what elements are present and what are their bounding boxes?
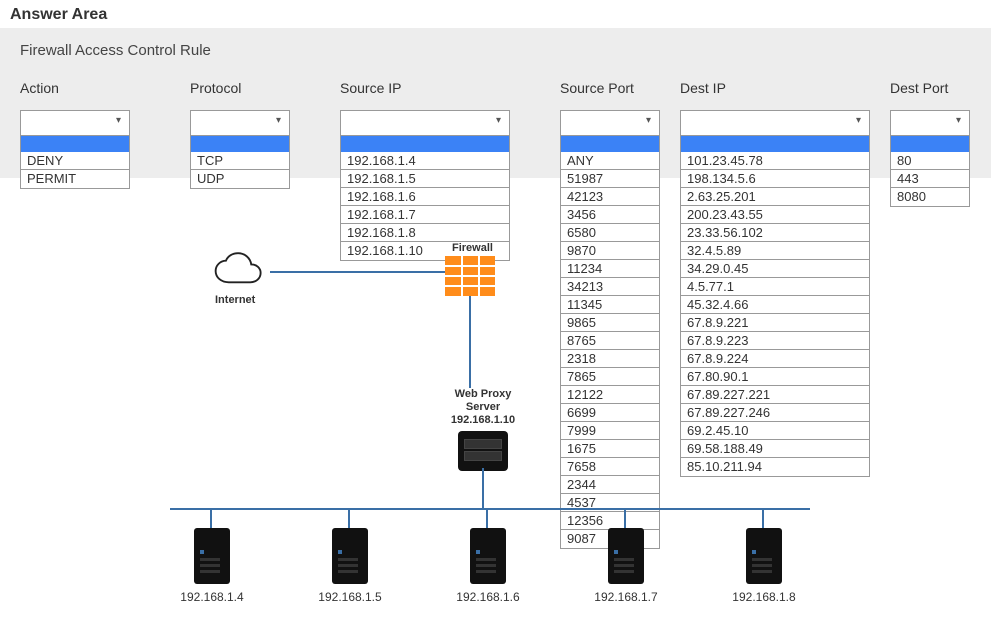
label-dest-ip: Dest IP bbox=[680, 80, 870, 100]
network-diagram: Internet Firewall Web Proxy Server 192.1… bbox=[0, 178, 991, 628]
dropdown-option[interactable]: 80 bbox=[891, 152, 969, 170]
label-source-ip: Source IP bbox=[340, 80, 510, 100]
host-1: 192.168.1.4 bbox=[180, 528, 244, 604]
link-cloud-firewall bbox=[270, 271, 445, 273]
select-action[interactable] bbox=[20, 110, 130, 136]
select-dest-port[interactable] bbox=[890, 110, 970, 136]
host-5: 192.168.1.8 bbox=[732, 528, 796, 604]
panel-title: Firewall Access Control Rule bbox=[20, 42, 971, 59]
firewall-label: Firewall bbox=[452, 242, 493, 254]
option-highlight bbox=[561, 136, 659, 152]
column-protocol: Protocol TCPUDP bbox=[190, 80, 290, 189]
dropdown-option[interactable]: DENY bbox=[21, 152, 129, 170]
tower-icon bbox=[194, 528, 230, 584]
dropdown-option[interactable]: 101.23.45.78 bbox=[681, 152, 869, 170]
bus-line bbox=[170, 508, 810, 510]
dropdown-option[interactable]: 192.168.1.4 bbox=[341, 152, 509, 170]
drop-3 bbox=[486, 508, 488, 528]
select-protocol[interactable] bbox=[190, 110, 290, 136]
link-proxy-bus bbox=[482, 468, 484, 508]
column-action: Action DENYPERMIT bbox=[20, 80, 130, 189]
firewall-icon bbox=[445, 256, 495, 296]
dropdown-option[interactable]: TCP bbox=[191, 152, 289, 170]
drop-4 bbox=[624, 508, 626, 528]
tower-icon bbox=[746, 528, 782, 584]
drop-2 bbox=[348, 508, 350, 528]
label-protocol: Protocol bbox=[190, 80, 290, 100]
label-action: Action bbox=[20, 80, 130, 100]
drop-1 bbox=[210, 508, 212, 528]
link-firewall-proxy bbox=[469, 296, 471, 388]
host-ip: 192.168.1.6 bbox=[456, 590, 520, 604]
internet-label: Internet bbox=[215, 294, 255, 306]
host-4: 192.168.1.7 bbox=[594, 528, 658, 604]
tower-icon bbox=[608, 528, 644, 584]
option-highlight bbox=[341, 136, 509, 152]
option-highlight bbox=[191, 136, 289, 152]
dropdown-option[interactable]: ANY bbox=[561, 152, 659, 170]
select-source-port[interactable] bbox=[560, 110, 660, 136]
select-dest-ip[interactable] bbox=[680, 110, 870, 136]
host-ip: 192.168.1.7 bbox=[594, 590, 658, 604]
label-dest-port: Dest Port bbox=[890, 80, 970, 100]
option-highlight bbox=[891, 136, 969, 152]
proxy-ip: 192.168.1.10 bbox=[438, 414, 528, 427]
server-icon bbox=[458, 431, 508, 471]
page-title: Answer Area bbox=[0, 0, 991, 28]
proxy-name: Web Proxy Server bbox=[438, 388, 528, 414]
host-2: 192.168.1.5 bbox=[318, 528, 382, 604]
cloud-icon bbox=[210, 252, 270, 290]
host-ip: 192.168.1.8 bbox=[732, 590, 796, 604]
host-ip: 192.168.1.5 bbox=[318, 590, 382, 604]
label-source-port: Source Port bbox=[560, 80, 660, 100]
option-highlight bbox=[21, 136, 129, 152]
tower-icon bbox=[470, 528, 506, 584]
host-ip: 192.168.1.4 bbox=[180, 590, 244, 604]
option-highlight bbox=[681, 136, 869, 152]
select-source-ip[interactable] bbox=[340, 110, 510, 136]
host-3: 192.168.1.6 bbox=[456, 528, 520, 604]
tower-icon bbox=[332, 528, 368, 584]
web-proxy-server: Web Proxy Server 192.168.1.10 bbox=[438, 388, 528, 471]
drop-5 bbox=[762, 508, 764, 528]
